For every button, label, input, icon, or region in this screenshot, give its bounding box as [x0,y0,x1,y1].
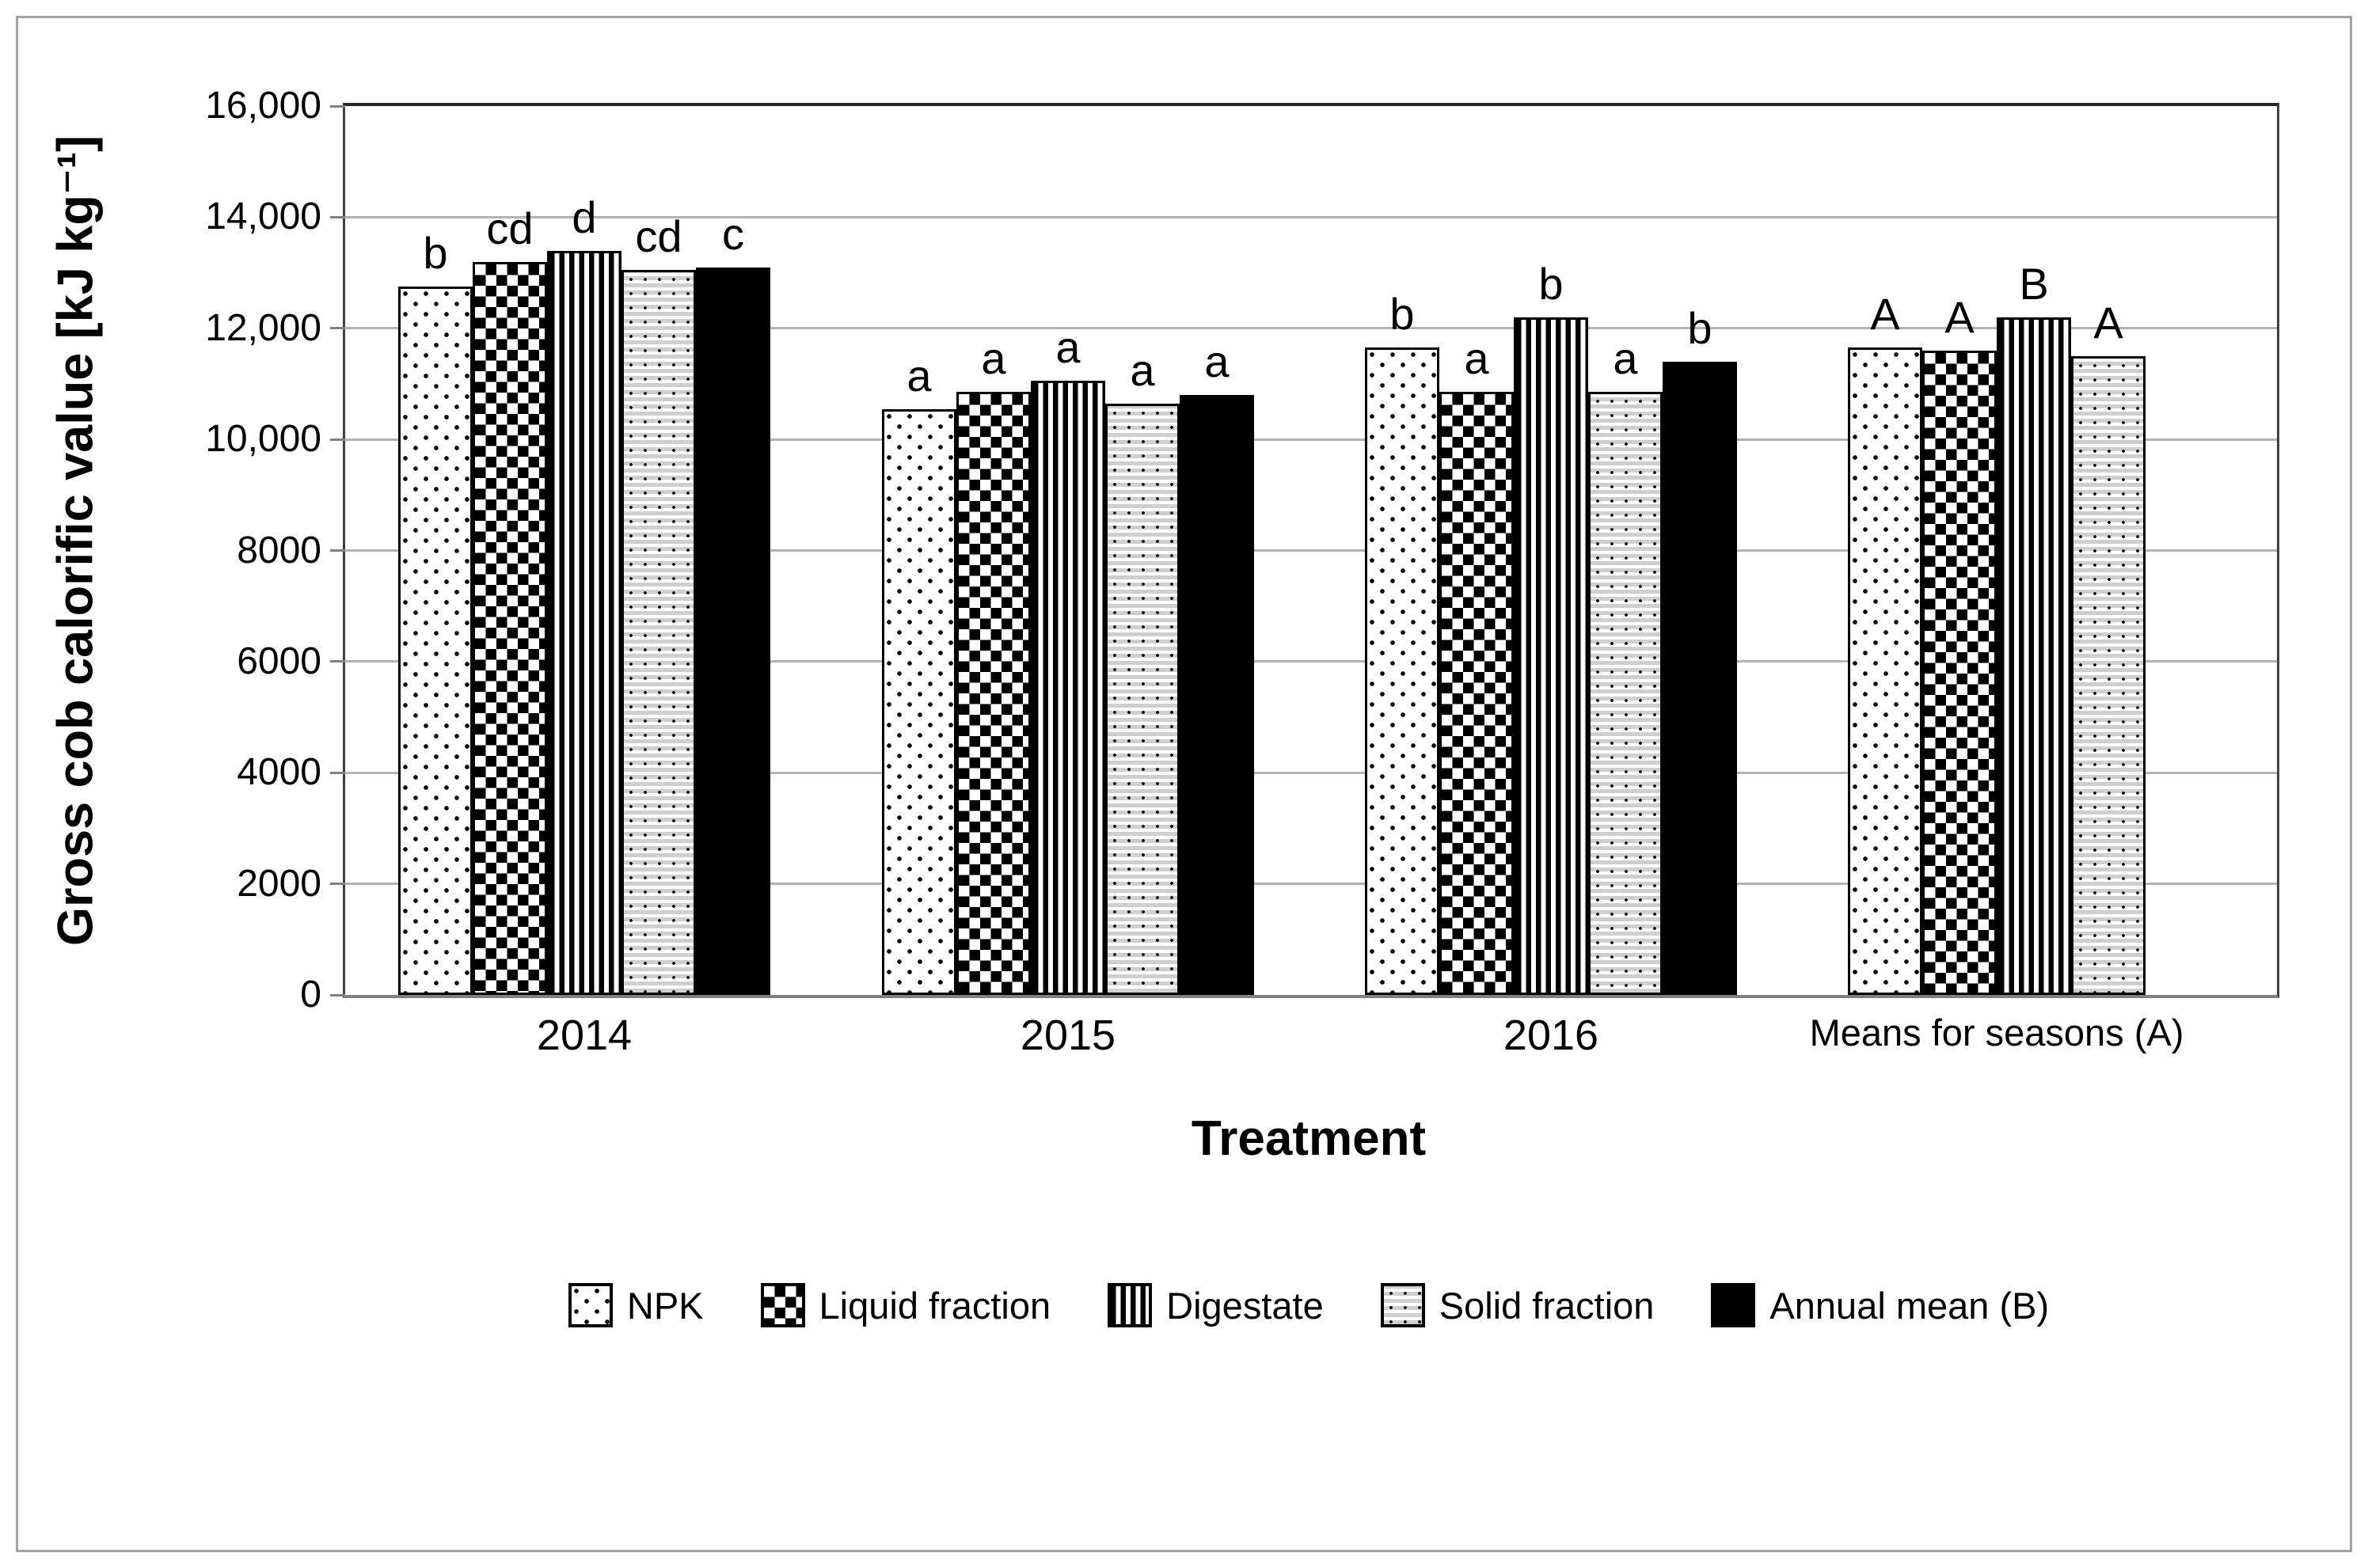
y-tick-label: 0 [300,974,321,1016]
legend: NPK Liquid fraction Digestate Solid fractio… [343,1283,2275,1327]
category-label: 2015 [1020,1012,1116,1059]
y-tick-label: 10,000 [205,418,321,461]
bar-2015-liquid-fraction [956,392,1031,995]
y-tick-label: 16,000 [205,85,321,127]
legend-item: Solid fraction [1380,1283,1655,1327]
y-tick-label: 12,000 [205,306,321,349]
bar-2014-digestate [547,250,621,995]
legend-swatch-dots-icon [568,1283,613,1327]
bar-Means for seasons (A)-digestate [1997,317,2071,995]
y-axis-title: Gross cob calorific value [kJ kg⁻¹] [48,135,104,947]
bar-Means for seasons (A)-npk [1848,347,1922,995]
bar-2014-liquid-fraction [473,261,547,995]
gridline [345,660,2277,663]
bar-2016-npk [1365,347,1439,995]
significance-letter: B [2019,258,2049,309]
y-tick-mark [330,771,345,774]
y-tick-mark [330,104,345,108]
legend-swatch-fine-icon [1380,1283,1425,1327]
legend-item: Annual mean (B) [1711,1283,2049,1327]
y-tick-label: 14,000 [205,196,321,238]
significance-letter: a [1204,336,1230,386]
gridline [345,549,2277,552]
category-label: 2014 [536,1012,633,1059]
y-tick-label: 6000 [237,640,321,682]
significance-letter: d [572,192,597,242]
significance-letter: b [1538,258,1564,309]
legend-label: Solid fraction [1439,1284,1655,1327]
bar-2016-digestate [1514,317,1588,995]
y-tick-label: 2000 [237,862,321,905]
legend-label: Annual mean (B) [1769,1284,2050,1327]
significance-letter: b [1687,302,1712,353]
significance-letter: a [1464,333,1489,384]
bar-2014-annual-mean-b- [696,267,770,995]
y-tick-mark [330,660,345,663]
y-tick-label: 4000 [237,751,321,794]
bar-Means for seasons (A)-solid-fraction [2071,355,2146,995]
significance-letter: b [1389,289,1415,340]
significance-letter: a [907,350,932,401]
significance-letter: a [1055,322,1081,373]
y-tick-mark [330,993,345,997]
legend-item: Liquid fraction [760,1283,1051,1327]
y-tick-label: 8000 [237,529,321,571]
bar-2015-npk [882,408,956,995]
bar-2015-digestate [1031,381,1105,995]
legend-label: Digestate [1166,1284,1324,1327]
bar-2016-liquid-fraction [1439,392,1514,995]
legend-label: NPK [626,1284,704,1327]
bar-2014-solid-fraction [621,270,696,995]
x-axis-title: Treatment [1191,1111,1427,1166]
significance-letter: a [1613,333,1638,384]
y-tick-mark [330,215,345,218]
legend-swatch-solid-icon [1711,1283,1756,1327]
y-tick-mark [330,327,345,330]
significance-letter: cd [486,203,534,253]
bar-Means for seasons (A)-liquid-fraction [1922,350,1997,995]
legend-label: Liquid fraction [819,1284,1051,1327]
y-tick-mark [330,549,345,552]
significance-letter: a [1130,344,1155,395]
bar-2015-solid-fraction [1105,403,1180,995]
bar-2016-annual-mean-b- [1663,361,1737,995]
legend-swatch-checker-icon [760,1283,805,1327]
significance-letter: a [981,333,1006,384]
bar-2014-npk [398,287,473,995]
significance-letter: b [423,228,448,279]
gridline [345,215,2277,218]
significance-letter: A [1944,291,1975,342]
bar-2015-annual-mean-b- [1180,394,1254,995]
gridline [345,771,2277,774]
bar-2016-solid-fraction [1588,392,1663,995]
gridline [345,438,2277,441]
y-tick-mark [330,883,345,886]
gridline [345,327,2277,330]
figure: Gross cob calorific value [kJ kg⁻¹] 0 200… [16,16,2352,1552]
gridline [345,883,2277,886]
significance-letter: A [1870,289,1900,340]
legend-swatch-vstripes-icon [1108,1283,1153,1327]
y-tick-mark [330,438,345,441]
legend-item: Digestate [1108,1283,1324,1327]
category-label: Means for seasons (A) [1809,1012,2184,1054]
category-label: 2016 [1503,1012,1599,1059]
legend-item: NPK [568,1283,704,1327]
significance-letter: cd [635,211,682,262]
plot-area: 0 2000 4000 6000 8000 10,000 12,000 14,000 16,00… [205,85,2279,1059]
significance-letter: A [2093,297,2123,347]
significance-letter: c [722,208,744,259]
